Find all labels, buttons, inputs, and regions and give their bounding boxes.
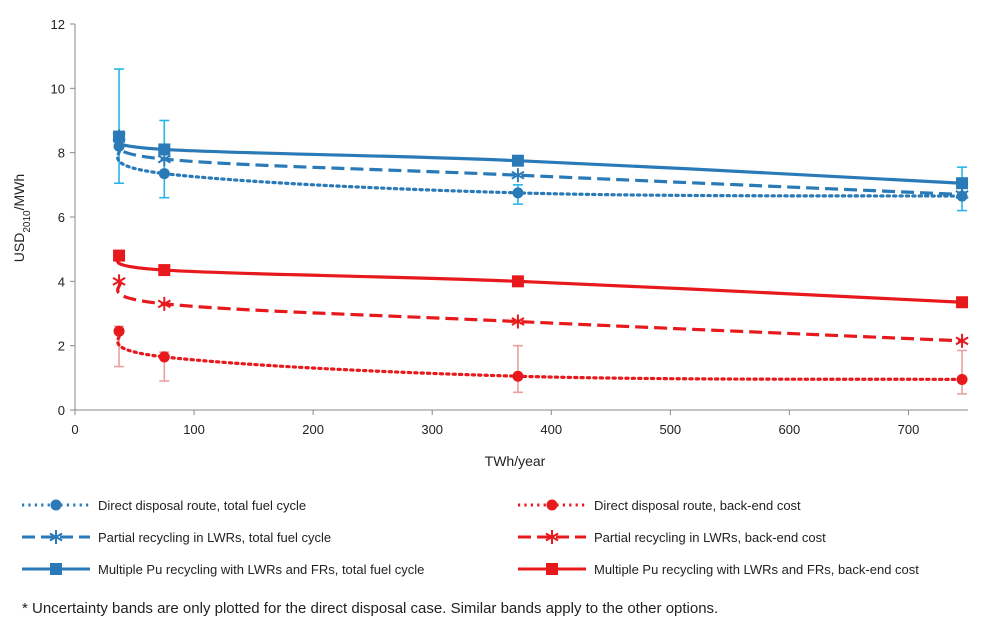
footnote: * Uncertainty bands are only plotted for… bbox=[22, 600, 719, 617]
x-axis-title: TWh/year bbox=[485, 453, 546, 469]
data-point-0 bbox=[512, 187, 524, 199]
data-point-5 bbox=[956, 296, 969, 309]
line-chart: USD2010/MWh TWh/year 0 2 4 6 8 10 12 0 100 200 300… bbox=[11, 17, 969, 469]
legend-item: Multiple Pu recycling with LWRs and FRs,… bbox=[20, 558, 424, 580]
series-line-0 bbox=[116, 144, 964, 198]
data-point-5 bbox=[158, 264, 171, 277]
data-point-3 bbox=[113, 325, 125, 337]
y-tick-label: 12 bbox=[51, 17, 65, 32]
data-point-2 bbox=[511, 154, 524, 167]
legend-item: Direct disposal route, back-end cost bbox=[516, 494, 801, 516]
series-line-2 bbox=[116, 135, 963, 185]
legend-marker bbox=[546, 499, 558, 511]
series-line-4 bbox=[116, 279, 963, 343]
x-tick-label: 400 bbox=[540, 422, 562, 437]
legend-marker bbox=[49, 530, 63, 544]
series-line-1 bbox=[116, 135, 963, 197]
legend-item: Direct disposal route, total fuel cycle bbox=[20, 494, 306, 516]
legend-label: Direct disposal route, back-end cost bbox=[594, 497, 801, 513]
legend-swatch bbox=[22, 530, 90, 544]
data-point-4 bbox=[157, 296, 171, 311]
data-point-4 bbox=[955, 333, 969, 348]
legend-swatch bbox=[518, 563, 586, 575]
data-point-2 bbox=[113, 130, 126, 143]
legend-label: Multiple Pu recycling with LWRs and FRs,… bbox=[98, 561, 425, 577]
data-point-1 bbox=[511, 168, 525, 183]
legend-marker bbox=[546, 563, 558, 575]
legend-item: Partial recycling in LWRs, back-end cost bbox=[516, 526, 826, 548]
legend-label: Partial recycling in LWRs, back-end cost bbox=[594, 529, 826, 545]
y-tick-label: 8 bbox=[58, 146, 65, 161]
x-tick-label: 200 bbox=[302, 422, 324, 437]
data-point-3 bbox=[956, 373, 968, 385]
data-point-5 bbox=[511, 275, 524, 288]
data-point-0 bbox=[158, 168, 170, 180]
data-point-4 bbox=[511, 314, 525, 329]
data-point-2 bbox=[158, 143, 171, 156]
legend-label: Partial recycling in LWRs, total fuel cy… bbox=[98, 529, 332, 545]
legend-swatch bbox=[518, 530, 586, 544]
y-tick-label: 6 bbox=[58, 210, 65, 225]
data-point-3 bbox=[512, 370, 524, 382]
legend-item: Multiple Pu recycling with LWRs and FRs,… bbox=[516, 558, 919, 580]
legend-marker bbox=[50, 499, 62, 511]
data-point-4 bbox=[112, 274, 126, 289]
y-tick-label: 4 bbox=[58, 274, 65, 289]
legend-swatch bbox=[518, 499, 586, 511]
y-tick-label: 0 bbox=[58, 403, 65, 418]
data-point-1 bbox=[955, 187, 969, 202]
data-point-2 bbox=[956, 177, 969, 190]
legend-label: Multiple Pu recycling with LWRs and FRs,… bbox=[594, 561, 919, 577]
x-tick-label: 300 bbox=[421, 422, 443, 437]
series-line-5 bbox=[116, 254, 963, 304]
legend-marker bbox=[50, 563, 62, 575]
legend-swatch bbox=[22, 499, 90, 511]
x-tick-label: 700 bbox=[898, 422, 920, 437]
legend-swatch bbox=[22, 563, 90, 575]
x-tick-label: 0 bbox=[71, 422, 78, 437]
y-tick-label: 10 bbox=[51, 81, 65, 96]
series-line-3 bbox=[116, 329, 964, 382]
data-point-5 bbox=[113, 249, 126, 262]
y-tick-label: 2 bbox=[58, 339, 65, 354]
legend-marker bbox=[545, 530, 559, 544]
x-tick-label: 100 bbox=[183, 422, 205, 437]
data-point-3 bbox=[158, 351, 170, 363]
legend-label: Direct disposal route, total fuel cycle bbox=[98, 497, 307, 513]
legend-item: Partial recycling in LWRs, total fuel cy… bbox=[20, 526, 331, 548]
x-tick-label: 600 bbox=[779, 422, 801, 437]
legend: Direct disposal route, total fuel cycle P… bbox=[0, 494, 982, 584]
y-axis-title: USD2010/MWh bbox=[11, 174, 33, 262]
x-tick-label: 500 bbox=[659, 422, 681, 437]
